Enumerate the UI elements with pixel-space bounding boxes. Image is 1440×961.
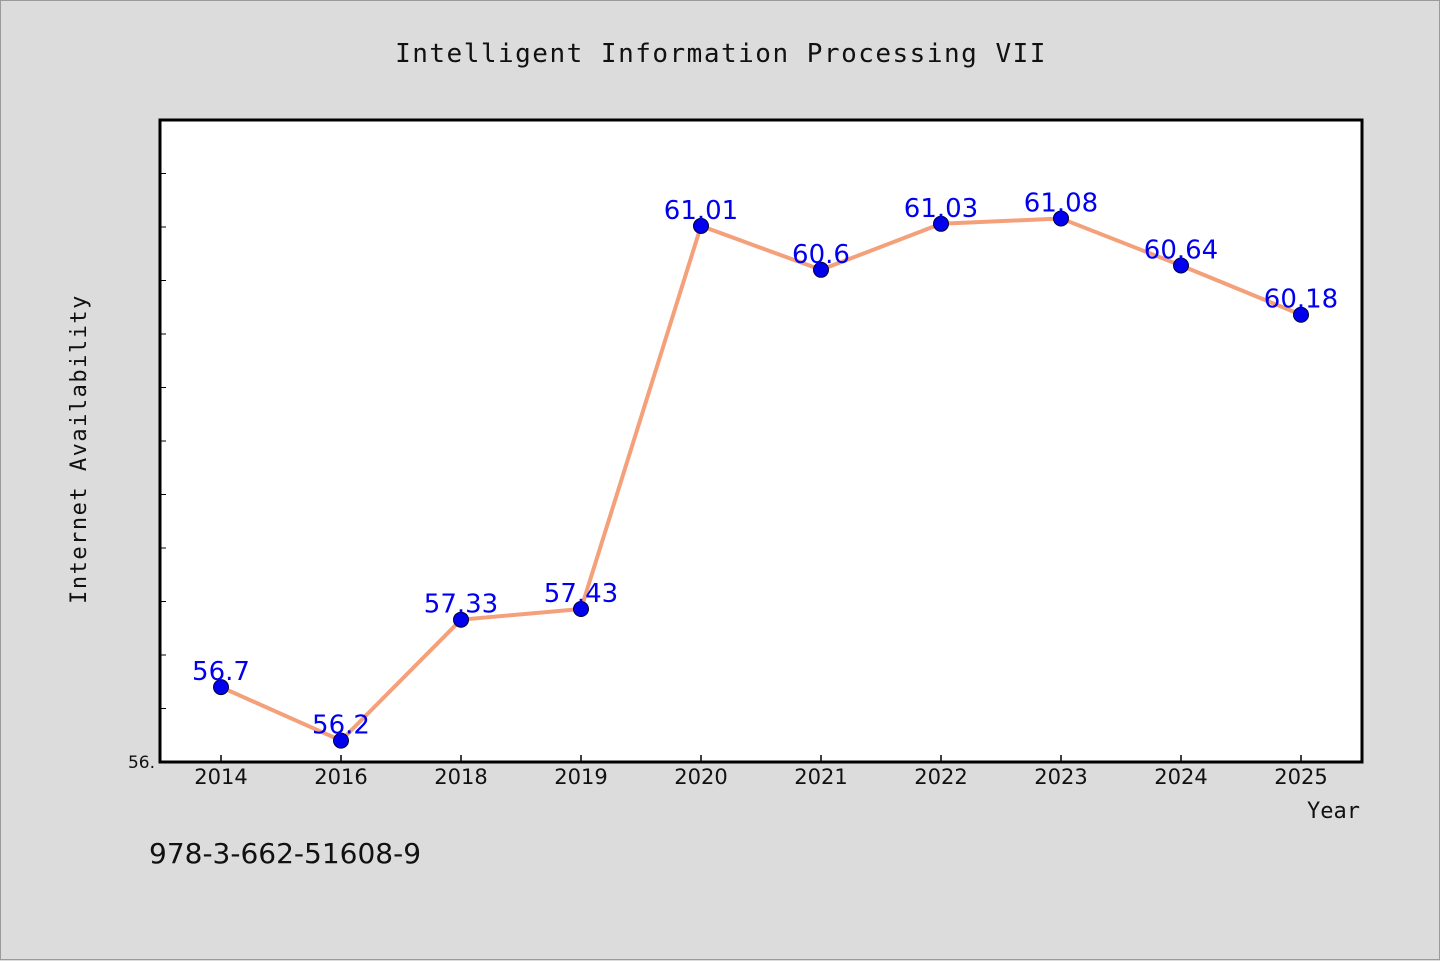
series-data-labels: 56.7 56.2 57.33 57.43 61.01 60.6 61.03 61.08 60.… — [192, 188, 1338, 740]
x-tick-label: 2022 — [914, 765, 967, 789]
data-label: 61.01 — [664, 196, 738, 226]
footer-text: 978-3-662-51608-9 — [149, 837, 421, 870]
series-polyline — [220, 216, 1302, 743]
data-point-marker — [453, 611, 469, 628]
data-point-marker — [1053, 210, 1069, 227]
x-tick-label: 2014 — [194, 765, 247, 789]
x-tick-label: 2025 — [1274, 765, 1327, 789]
x-tick-label: 2023 — [1034, 765, 1087, 789]
data-label: 61.03 — [904, 194, 978, 224]
data-label: 56.7 — [192, 657, 250, 687]
y-axis-label: Internet Availability — [67, 294, 92, 604]
x-axis-tick-labels: 2014 2016 2018 2019 2020 2021 2022 2023 2024 2025 — [194, 765, 1327, 789]
data-label: 57.43 — [544, 579, 618, 609]
x-axis-ticks — [220, 755, 1302, 762]
series-markers — [213, 210, 1309, 749]
x-tick-label: 2024 — [1154, 765, 1207, 789]
data-point-marker — [213, 679, 229, 696]
x-tick-label: 2016 — [314, 765, 367, 789]
data-point-marker — [1293, 306, 1309, 323]
y-tick-label: 56. — [128, 753, 155, 773]
data-point-marker — [693, 217, 709, 234]
data-point-marker — [333, 732, 349, 749]
data-point-marker — [573, 600, 589, 617]
data-point-marker — [1173, 257, 1189, 274]
plot-area — [158, 118, 1364, 764]
x-axis-label: Year — [1307, 799, 1360, 824]
x-tick-label: 2018 — [434, 765, 487, 789]
data-label: 60.6 — [792, 240, 850, 270]
data-label: 61.08 — [1024, 188, 1098, 218]
y-axis-ticks — [160, 173, 166, 709]
data-point-marker — [933, 215, 949, 232]
x-tick-label: 2019 — [554, 765, 607, 789]
data-label: 60.18 — [1264, 285, 1338, 315]
series-line — [220, 216, 1302, 743]
x-tick-label: 2021 — [794, 765, 847, 789]
chart-title: Intelligent Information Processing VII — [395, 39, 1047, 69]
data-label: 60.64 — [1144, 236, 1218, 266]
data-label: 56.2 — [312, 711, 370, 741]
data-label: 57.33 — [424, 590, 498, 620]
data-point-marker — [813, 261, 829, 278]
x-tick-label: 2020 — [674, 765, 727, 789]
